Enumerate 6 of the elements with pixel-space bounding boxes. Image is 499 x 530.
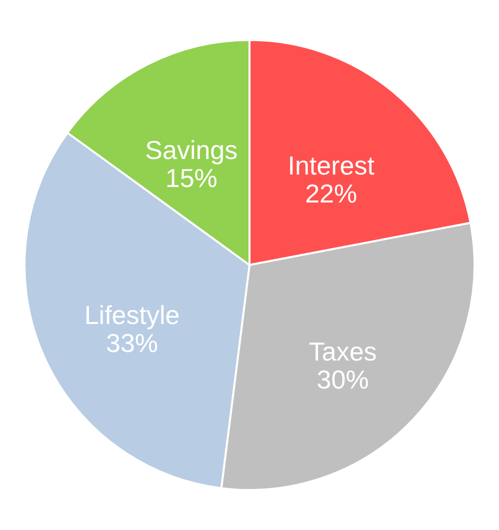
- data-label: 22%: [305, 178, 358, 208]
- slice-label: Taxes: [308, 336, 377, 367]
- slice-label: Lifestyle: [84, 300, 180, 330]
- slice-label: Savings: [145, 134, 238, 165]
- slice-label: Interest: [288, 150, 376, 180]
- data-label: 30%: [316, 364, 369, 395]
